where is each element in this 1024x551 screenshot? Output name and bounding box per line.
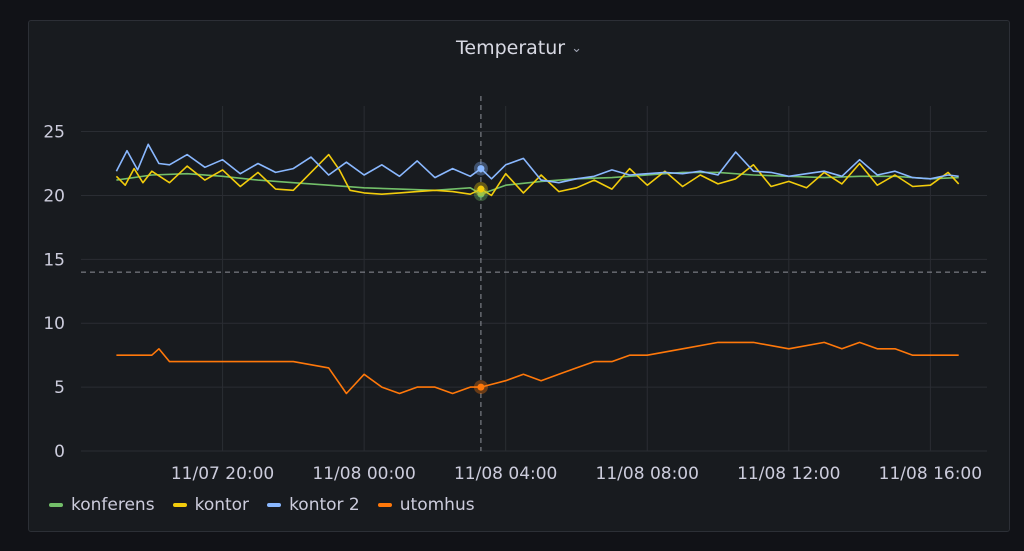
- x-tick-label: 11/08 12:00: [737, 464, 840, 481]
- x-tick-label: 11/08 00:00: [312, 464, 415, 481]
- x-tick-label: 11/08 08:00: [596, 464, 699, 481]
- hover-point: [477, 185, 485, 193]
- series-line-kontor: [115, 153, 960, 197]
- y-tick-label: 5: [54, 378, 65, 398]
- y-tick-label: 20: [43, 186, 65, 206]
- legend-item-kontor[interactable]: kontor: [172, 495, 250, 515]
- hover-point: [477, 165, 485, 173]
- legend-swatch: [267, 503, 282, 507]
- x-tick-label: 11/08 04:00: [454, 464, 557, 481]
- legend-label: kontor 2: [289, 495, 360, 515]
- legend-label: konferens: [71, 495, 155, 515]
- legend: konferens kontor kontor 2 utomhus: [49, 495, 475, 515]
- chart-panel: Temperatur ⌄ 0 5 10 15 20 25 11/07 20:00 11/08 …: [28, 20, 1010, 532]
- y-tick-label: 0: [54, 442, 65, 462]
- y-tick-label: 15: [43, 250, 65, 270]
- line-chart[interactable]: 0 5 10 15 20 25 11/07 20:00 11/08 00:00 11/08 04…: [29, 21, 1011, 481]
- x-tick-label: 11/07 20:00: [171, 464, 274, 481]
- legend-swatch: [377, 503, 392, 507]
- hover-point: [477, 383, 485, 391]
- legend-swatch: [49, 503, 63, 507]
- legend-item-kontor-2[interactable]: kontor 2: [267, 495, 360, 515]
- x-tick-label: 11/08 16:00: [879, 464, 982, 481]
- series-line-utomhus: [116, 341, 959, 395]
- legend-label: utomhus: [399, 495, 475, 515]
- y-tick-label: 25: [43, 123, 65, 143]
- y-tick-label: 10: [43, 314, 65, 334]
- panel-header[interactable]: Temperatur ⌄: [29, 35, 1009, 61]
- legend-swatch: [172, 503, 187, 507]
- chevron-down-icon[interactable]: ⌄: [571, 40, 582, 56]
- panel-title[interactable]: Temperatur: [456, 37, 566, 59]
- legend-item-konferens[interactable]: konferens: [49, 495, 155, 515]
- legend-label: kontor: [194, 495, 250, 515]
- series-line-kontor-2: [115, 143, 959, 184]
- hover-point: [477, 190, 485, 198]
- legend-item-utomhus[interactable]: utomhus: [377, 495, 475, 515]
